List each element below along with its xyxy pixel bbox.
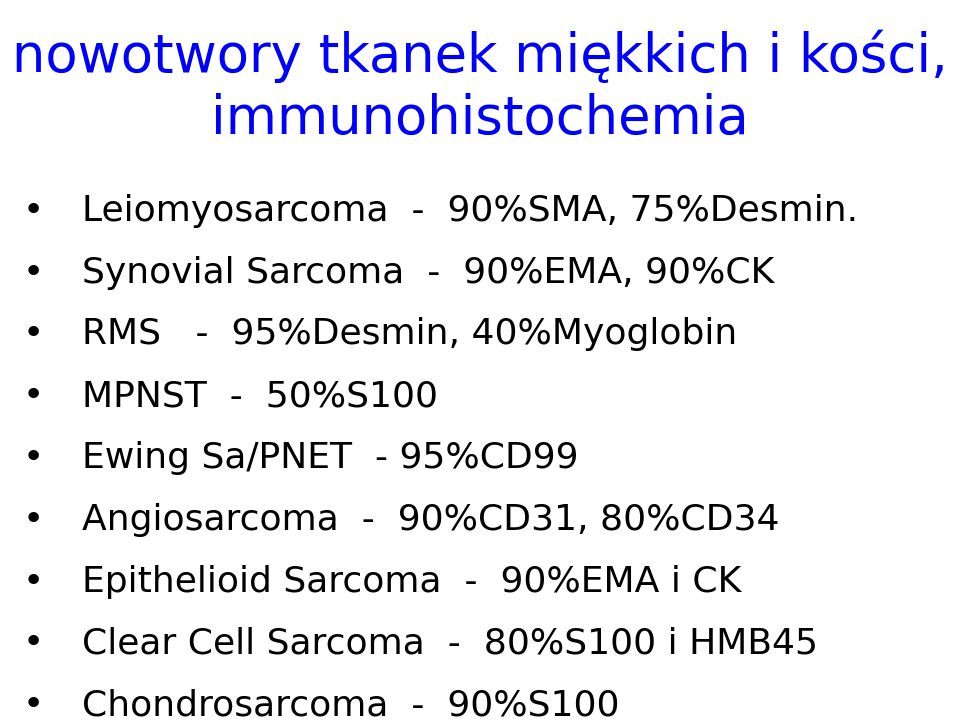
Text: •: •: [23, 565, 44, 598]
Text: •: •: [23, 441, 44, 475]
Text: Leiomyosarcoma  -  90%SMA, 75%Desmin.: Leiomyosarcoma - 90%SMA, 75%Desmin.: [82, 194, 857, 228]
Text: •: •: [23, 318, 44, 351]
Text: nowotwory tkanek miękkich i kości,
immunohistochemia: nowotwory tkanek miękkich i kości, immun…: [12, 29, 948, 145]
Text: Angiosarcoma  -  90%CD31, 80%CD34: Angiosarcoma - 90%CD31, 80%CD34: [82, 503, 780, 537]
Text: Synovial Sarcoma  -  90%EMA, 90%CK: Synovial Sarcoma - 90%EMA, 90%CK: [82, 256, 774, 289]
Text: Ewing Sa/PNET  - 95%CD99: Ewing Sa/PNET - 95%CD99: [82, 441, 578, 475]
Text: Clear Cell Sarcoma  -  80%S100 i HMB45: Clear Cell Sarcoma - 80%S100 i HMB45: [82, 627, 818, 660]
Text: •: •: [23, 627, 44, 660]
Text: •: •: [23, 379, 44, 413]
Text: •: •: [23, 194, 44, 228]
Text: •: •: [23, 503, 44, 537]
Text: MPNST  -  50%S100: MPNST - 50%S100: [82, 379, 438, 413]
Text: •: •: [23, 688, 44, 722]
Text: RMS   -  95%Desmin, 40%Myoglobin: RMS - 95%Desmin, 40%Myoglobin: [82, 318, 737, 351]
Text: •: •: [23, 256, 44, 289]
Text: Chondrosarcoma  -  90%S100: Chondrosarcoma - 90%S100: [82, 688, 619, 722]
Text: Epithelioid Sarcoma  -  90%EMA i CK: Epithelioid Sarcoma - 90%EMA i CK: [82, 565, 741, 598]
